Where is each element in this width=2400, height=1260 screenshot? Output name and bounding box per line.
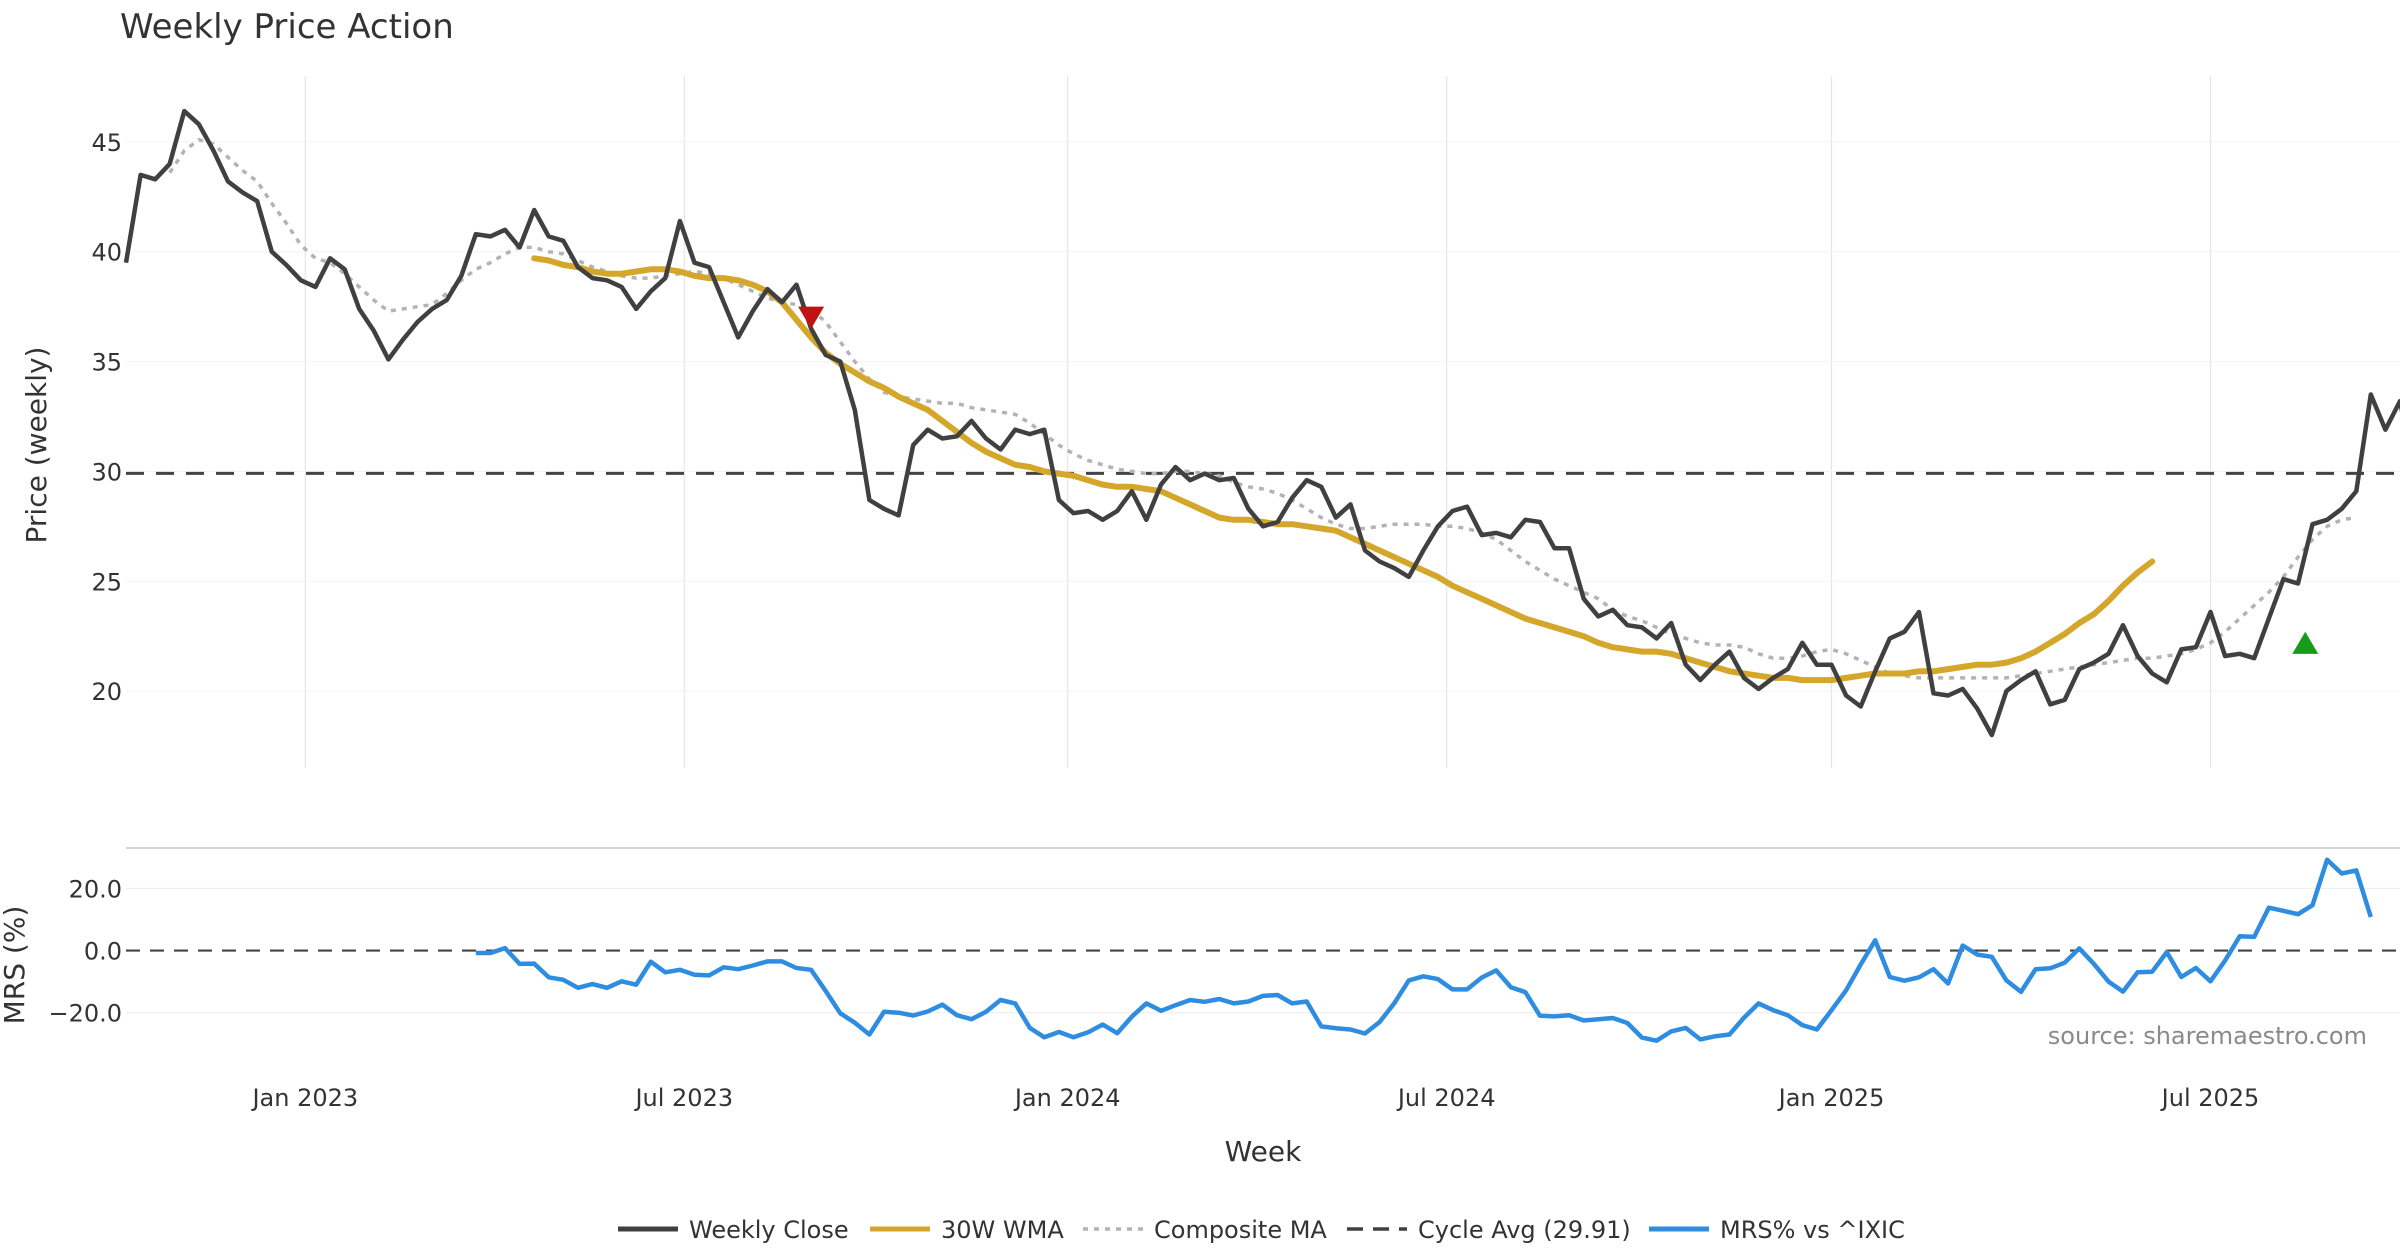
sell-signal-marker [798,306,825,329]
x-axis-label: Week [1225,1135,1302,1168]
x-tick-label: Jan 2023 [250,1084,358,1112]
mrs-axis-label: MRS (%) [0,906,31,1025]
buy-signal-marker [2292,631,2319,654]
x-tick-label: Jan 2025 [1777,1084,1885,1112]
mrs-y-tick-label: 20.0 [69,875,122,903]
mrs-y-tick-label: 0.0 [84,938,122,966]
legend: Weekly Close 30W WMA Composite MA Cycle Avg… [618,1216,1905,1244]
price-y-tick-label: 25 [91,568,122,596]
price-y-tick-label: 40 [91,239,122,267]
price-axis-label: Price (weekly) [20,347,53,544]
mrs-line [475,857,2373,1043]
mrs-y-tick-label: −20.0 [48,1000,122,1028]
price-panel-grid [126,76,2400,768]
chart-title: Weekly Price Action [120,7,454,47]
weekly-close-line [123,108,2400,738]
legend-label: Weekly Close [689,1216,849,1244]
x-tick-label: Jul 2024 [1396,1084,1496,1112]
tick-layer: Jan 2023 Jul 2023 Jan 2024 Jul 2024 Jan 2025… [48,129,2259,1112]
price-y-tick-label: 30 [91,458,122,486]
x-tick-label: Jan 2024 [1013,1084,1121,1112]
x-tick-label: Jul 2025 [2160,1084,2260,1112]
series-layer [123,108,2400,1043]
legend-label: Composite MA [1154,1216,1327,1244]
price-y-tick-label: 45 [91,129,122,157]
x-tick-label: Jul 2023 [633,1084,733,1112]
legend-label: Cycle Avg (29.91) [1418,1216,1631,1244]
legend-label: MRS% vs ^IXIC [1720,1216,1905,1244]
source-credit: source: sharemaestro.com [2048,1022,2367,1050]
price-y-tick-label: 35 [91,349,122,377]
composite-ma-line [168,137,2357,680]
legend-label: 30W WMA [941,1216,1064,1244]
price-y-tick-label: 20 [91,678,122,706]
wma-30w-line [531,255,2156,684]
mrs-panel-grid [126,847,2400,1014]
